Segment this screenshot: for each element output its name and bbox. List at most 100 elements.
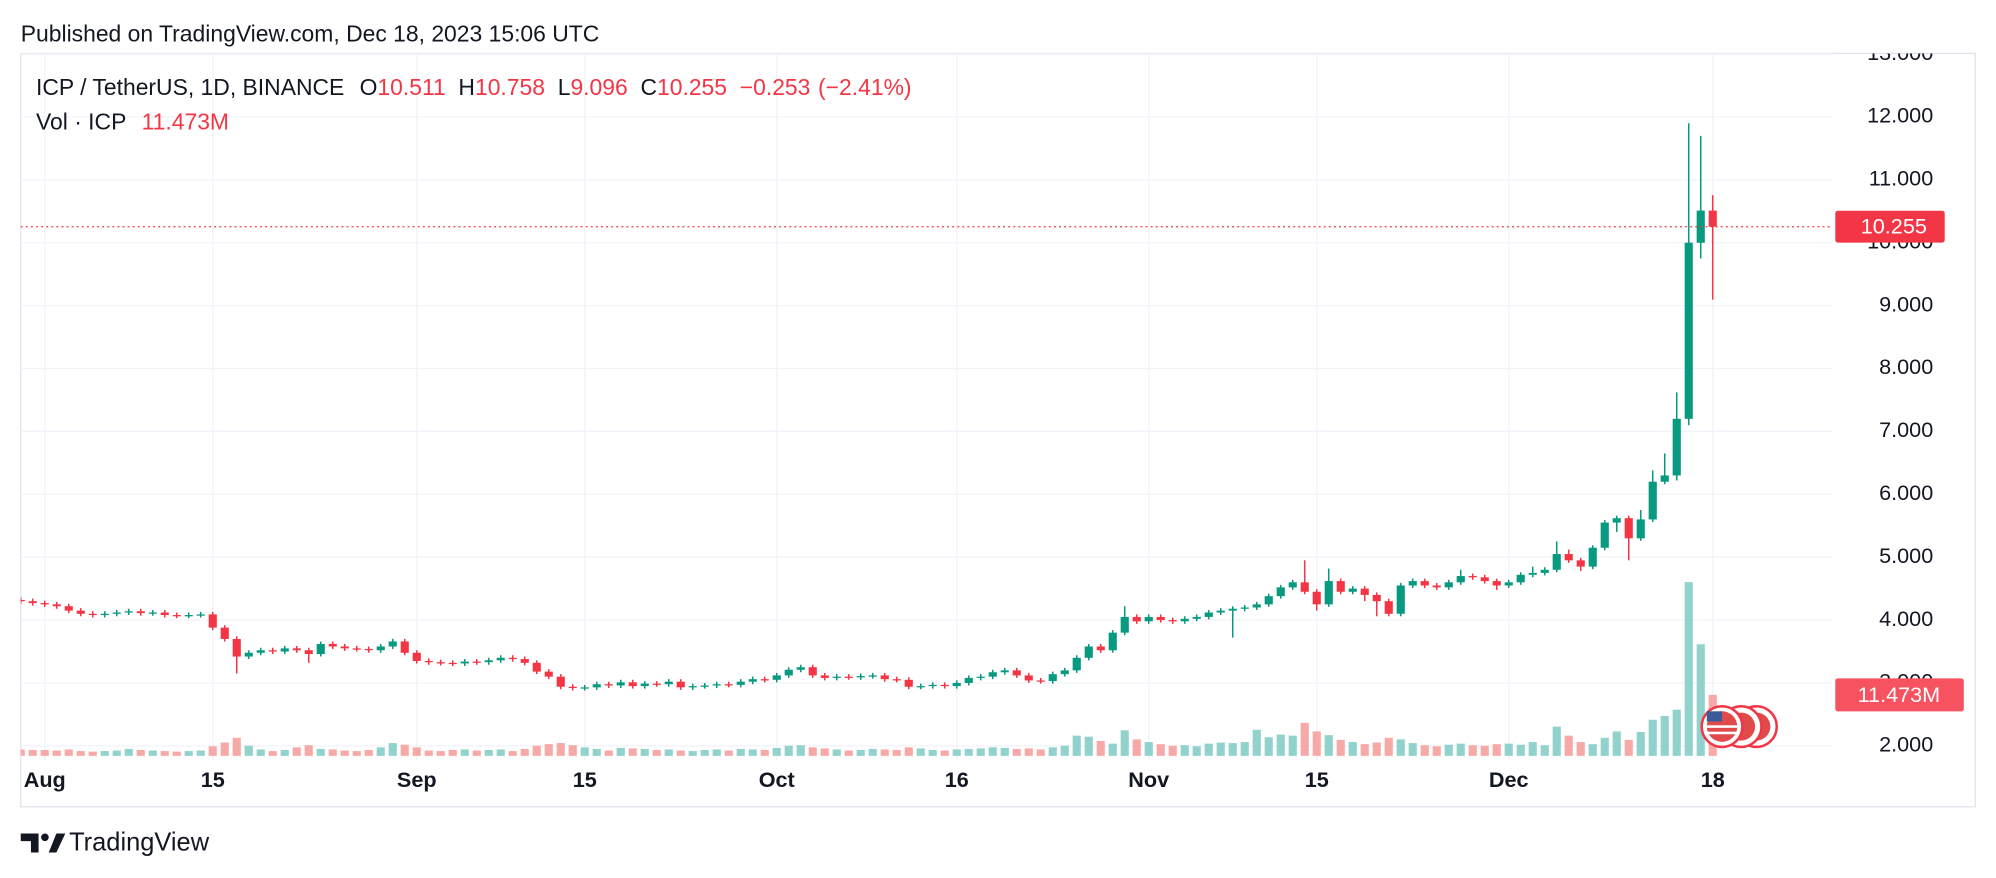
x-tick-label: 18: [1701, 767, 1725, 792]
volume-bar: [892, 749, 901, 756]
volume-bar: [400, 744, 409, 756]
ohlc-legend: ICP / TetherUS, 1D, BINANCE O10.511 H10.75…: [36, 74, 912, 100]
volume-bar: [832, 749, 841, 756]
symbol: ICP / TetherUS, 1D, BINANCE: [36, 74, 344, 100]
volume-bar: [1696, 644, 1705, 756]
y-tick-label: 6.000: [1879, 480, 1933, 505]
candle-body: [964, 677, 973, 683]
candle-body: [844, 676, 853, 678]
candle-body: [328, 643, 337, 647]
candle-body: [736, 681, 745, 685]
candle-body: [748, 679, 757, 682]
volume-bar: [1276, 734, 1285, 756]
volume-bar: [268, 751, 277, 756]
candle-body: [232, 638, 241, 657]
volume-bar: [1552, 726, 1561, 756]
candle-body: [472, 661, 481, 663]
close-label: C: [640, 74, 657, 100]
candle-body: [100, 613, 109, 616]
volume-bar: [472, 750, 481, 756]
candle-body: [1552, 554, 1561, 570]
volume-bar: [88, 751, 97, 756]
open-value: 10.511: [377, 74, 445, 100]
candle-body: [1456, 576, 1465, 583]
y-tick-label: 9.000: [1879, 291, 1933, 316]
candle-body: [856, 676, 865, 678]
volume-bar: [1492, 744, 1501, 756]
candle-body: [928, 684, 937, 687]
candle-body: [1372, 594, 1381, 602]
candle-body: [892, 679, 901, 681]
candle-body: [1276, 587, 1285, 597]
candle-body: [1672, 418, 1681, 476]
volume-bar: [748, 749, 757, 756]
volume-bar: [1444, 744, 1453, 756]
volume-bar: [40, 749, 49, 756]
volume-bar: [916, 748, 925, 756]
candle-body: [1492, 581, 1501, 586]
candle-body: [760, 679, 769, 681]
volume-bar: [220, 742, 229, 756]
volume-bar: [1252, 729, 1261, 756]
volume-bar: [820, 748, 829, 756]
candle-body: [1264, 596, 1273, 605]
volume-bar: [928, 749, 937, 756]
volume-bar: [280, 749, 289, 756]
candle-body: [376, 646, 385, 651]
volume-bar: [460, 749, 469, 756]
event-flags: [1700, 704, 1779, 749]
volume-bar: [1204, 743, 1213, 756]
volume-bar: [20, 749, 25, 756]
y-tick-label: 4.000: [1879, 606, 1933, 631]
logo-mark: [41, 833, 49, 842]
volume-bar: [52, 750, 61, 756]
candle-body: [580, 687, 589, 689]
volume-bar: [544, 744, 553, 756]
candle-body: [1300, 582, 1309, 592]
volume-bar: [1108, 743, 1117, 756]
volume-bar: [160, 751, 169, 756]
volume-bar: [1468, 745, 1477, 756]
y-tick-label: 11.000: [1869, 166, 1934, 191]
volume-bar: [568, 745, 577, 756]
volume-bar: [1168, 745, 1177, 756]
volume-bar: [112, 750, 121, 756]
candle-body: [1252, 604, 1261, 608]
candle-body: [1336, 581, 1345, 592]
volume-bar: [376, 747, 385, 756]
volume-bar: [184, 751, 193, 756]
candle-body: [244, 652, 253, 657]
volume-bar: [328, 749, 337, 756]
candle-body: [64, 606, 73, 611]
y-tick-label: 7.000: [1879, 417, 1933, 442]
candle-body: [484, 660, 493, 663]
candle-body: [508, 657, 517, 660]
candle-body: [340, 646, 349, 649]
volume-bar: [508, 751, 517, 756]
candle-body: [1228, 608, 1237, 611]
candle-body: [112, 612, 121, 614]
candle-body: [208, 614, 217, 628]
x-tick-label: Sep: [397, 767, 437, 792]
candle-body: [1528, 572, 1537, 575]
volume-bar: [388, 743, 397, 756]
volume-bar: [1528, 742, 1537, 756]
volume-bar: [736, 748, 745, 756]
candle-body: [796, 667, 805, 670]
logo-mark: [48, 833, 66, 853]
volume-bar: [868, 748, 877, 756]
candle-body: [520, 659, 529, 663]
time-axis: Aug 15 Sep 15 Oct 16 Nov 15 Dec 18: [24, 767, 1725, 792]
y-tick-label: 2.000: [1879, 732, 1933, 757]
volume-bar: [100, 751, 109, 756]
candle-body: [1504, 582, 1513, 586]
candle-body: [148, 612, 157, 614]
volume-bar: [1180, 745, 1189, 756]
candle-body: [52, 604, 61, 607]
volume-bar: [1144, 742, 1153, 756]
volume-bar: [124, 748, 133, 756]
candle-body: [1324, 581, 1333, 605]
volume-bar: [196, 750, 205, 756]
x-tick-label: 15: [201, 767, 225, 792]
volume-bar: [1348, 742, 1357, 756]
